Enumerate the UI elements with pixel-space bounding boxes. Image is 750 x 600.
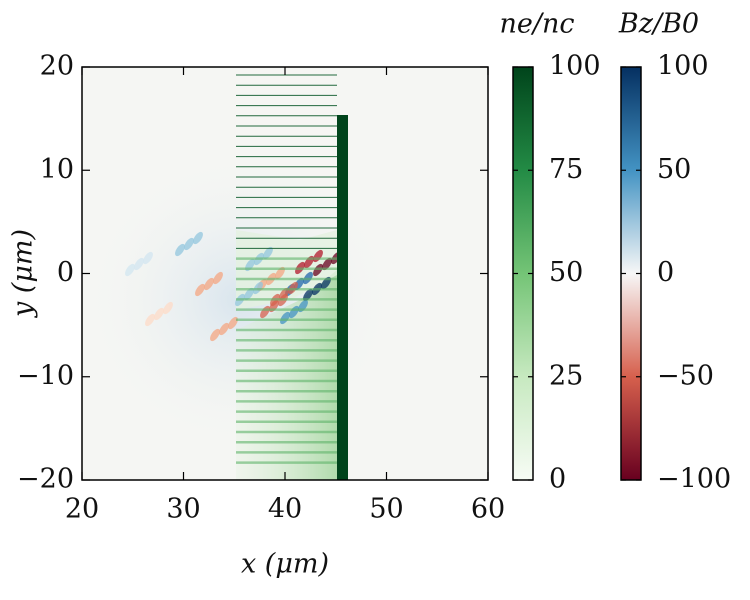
wave-blob: [210, 328, 220, 342]
wave-blob: [193, 231, 203, 245]
wave-blob: [204, 277, 214, 291]
wave-blob: [154, 307, 164, 321]
y-tick-label: −20: [17, 464, 74, 495]
colorbar-tick-label: 100: [549, 51, 601, 82]
colorbar-tick-label: 50: [657, 154, 691, 185]
wave-blob: [244, 287, 254, 301]
wave-blob: [163, 301, 173, 315]
colorbar-tick-label: 0: [549, 464, 566, 495]
wave-blob: [125, 263, 135, 277]
colorbar-tick-label: 75: [549, 154, 583, 185]
target-layer: [337, 115, 348, 480]
x-tick-label: 60: [471, 494, 505, 525]
x-axis-label: x (μm): [241, 549, 329, 580]
wave-blob: [145, 313, 155, 327]
colorbar-tick-label: −50: [657, 360, 714, 391]
wave-blob: [213, 271, 223, 285]
wave-blob: [228, 316, 238, 330]
x-tick-label: 20: [65, 494, 99, 525]
colorbar-tick-label: 0: [657, 257, 674, 288]
target-stripes: [236, 74, 337, 464]
wave-blob: [134, 257, 144, 271]
colorbar-label: Bz/B0: [618, 9, 699, 40]
wave-blob: [184, 237, 194, 251]
wave-blob: [263, 246, 273, 260]
wave-blob: [195, 283, 205, 297]
colorbar-tick-label: 50: [549, 257, 583, 288]
wave-blob: [175, 243, 185, 257]
wave-blob: [322, 257, 332, 271]
x-tick-label: 30: [166, 494, 200, 525]
colorbar-tick-label: −100: [657, 464, 731, 495]
y-tick-label: −10: [17, 360, 74, 391]
colorbar-tick-label: 100: [657, 51, 709, 82]
wave-blob: [143, 251, 153, 265]
wave-blob: [303, 288, 313, 302]
y-tick-label: 20: [40, 51, 74, 82]
y-tick-label: 10: [40, 154, 74, 185]
colorbar-label: ne/nc: [500, 9, 575, 40]
colorbar-tick-label: 25: [549, 360, 583, 391]
wave-blob: [219, 322, 229, 336]
y-axis-label: y (μm): [8, 229, 39, 318]
field-image: [80, 67, 488, 480]
x-tick-label: 50: [369, 494, 403, 525]
x-tick-label: 40: [268, 494, 302, 525]
y-tick-label: 0: [57, 257, 74, 288]
